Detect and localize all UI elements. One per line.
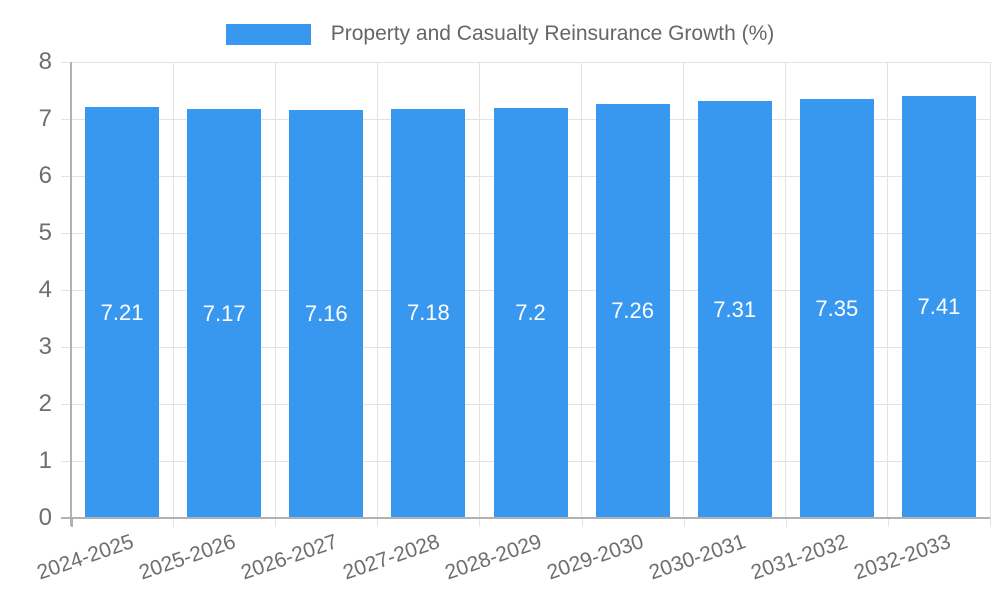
x-tick-label: 2030-2031 <box>646 530 749 585</box>
x-tick-label: 2031-2032 <box>748 530 852 585</box>
y-tick-label: 6 <box>38 162 52 189</box>
y-tick-label: 5 <box>38 219 52 246</box>
bar: 7.21 <box>85 107 160 518</box>
bar-value-label: 7.31 <box>713 296 757 322</box>
y-tick-label: 8 <box>38 48 52 75</box>
bar: 7.17 <box>187 109 262 518</box>
x-tick-mark <box>275 518 277 527</box>
bar-value-label: 7.2 <box>515 299 546 325</box>
bar-value-label: 7.35 <box>815 295 859 321</box>
x-tick-mark <box>887 518 889 527</box>
y-tick-label: 3 <box>38 333 52 360</box>
x-gridline <box>683 62 685 518</box>
x-gridline <box>478 62 480 518</box>
legend-swatch <box>225 23 311 45</box>
y-tick-mark <box>61 517 71 519</box>
plot-area: 7.21 7.17 7.16 7.18 7.2 7.26 7.31 7.35 7.41 <box>71 61 991 518</box>
x-gridline <box>785 62 787 518</box>
bar: 7.41 <box>901 95 976 518</box>
bar-value-label: 7.41 <box>917 293 961 319</box>
y-tick-mark <box>61 119 71 120</box>
y-tick-mark <box>61 461 71 462</box>
y-tick-label: 1 <box>38 447 52 474</box>
y-tick-mark <box>61 404 71 405</box>
x-tick-mark <box>479 518 481 527</box>
y-tick-mark <box>61 233 71 234</box>
bar: 7.31 <box>697 101 772 518</box>
x-gridline <box>376 62 378 518</box>
x-tick-mark <box>785 518 787 527</box>
y-tick-label: 2 <box>38 390 52 417</box>
y-tick-mark <box>61 347 71 348</box>
x-tick-label: 2028-2029 <box>442 530 545 585</box>
bar: 7.16 <box>289 109 364 518</box>
x-tick-mark <box>683 518 685 527</box>
bar: 7.26 <box>595 104 670 518</box>
x-tick-label: 2027-2028 <box>340 530 443 585</box>
bar-value-label: 7.18 <box>406 300 450 326</box>
y-tick-mark <box>61 176 71 177</box>
x-tick-mark <box>71 518 73 527</box>
x-tick-mark <box>990 518 991 527</box>
y-tick-label: 4 <box>38 276 52 303</box>
x-tick-label: 2029-2030 <box>544 530 647 585</box>
x-gridline <box>274 62 276 518</box>
bar-value-label: 7.17 <box>202 300 246 326</box>
x-tick-label: 2024-2025 <box>33 530 137 585</box>
chart-legend[interactable]: Property and Casualty Reinsurance Growth… <box>0 20 1000 48</box>
y-tick-label: 7 <box>38 105 52 132</box>
x-tick-label: 2026-2027 <box>237 530 341 585</box>
legend-label: Property and Casualty Reinsurance Growth… <box>330 22 775 46</box>
bar-value-label: 7.21 <box>100 299 144 325</box>
bar-value-label: 7.16 <box>304 300 348 326</box>
x-tick-mark <box>581 518 583 527</box>
x-tick-label: 2032-2033 <box>850 530 954 585</box>
y-tick-label: 0 <box>38 504 52 531</box>
bar: 7.35 <box>799 99 874 518</box>
x-tick-mark <box>173 518 175 527</box>
y-gridline <box>71 61 990 63</box>
y-tick-mark <box>61 290 71 291</box>
x-tick-label: 2025-2026 <box>135 530 239 585</box>
bar: 7.18 <box>391 108 466 518</box>
x-gridline <box>172 62 174 518</box>
x-tick-mark <box>377 518 379 527</box>
bar-value-label: 7.26 <box>611 298 655 324</box>
x-gridline <box>581 62 583 518</box>
x-gridline <box>989 62 991 518</box>
bar: 7.2 <box>493 107 568 518</box>
x-gridline <box>887 62 889 518</box>
y-tick-mark <box>61 62 71 63</box>
